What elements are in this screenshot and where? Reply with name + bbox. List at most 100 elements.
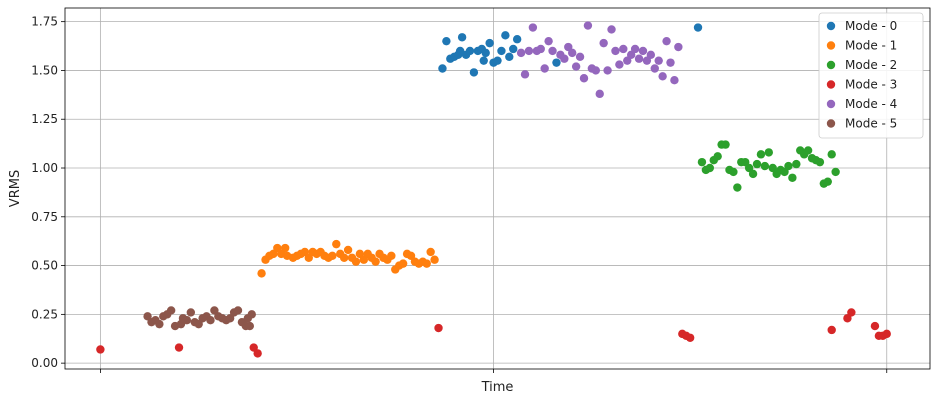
plot-frame bbox=[64, 7, 931, 370]
data-point bbox=[528, 23, 538, 32]
legend-label: Mode - 1 bbox=[845, 39, 897, 53]
x-axis-label: Time bbox=[481, 380, 514, 395]
data-point bbox=[253, 349, 262, 358]
data-point bbox=[638, 46, 648, 56]
data-point bbox=[174, 343, 184, 352]
data-point bbox=[479, 56, 488, 65]
data-point bbox=[512, 35, 522, 44]
data-point bbox=[481, 48, 490, 58]
data-point bbox=[247, 310, 256, 319]
data-point bbox=[823, 177, 832, 186]
data-point bbox=[509, 44, 518, 54]
data-point bbox=[505, 52, 514, 61]
data-point bbox=[434, 323, 443, 333]
data-point bbox=[815, 157, 825, 167]
data-point bbox=[520, 70, 530, 79]
data-point bbox=[155, 319, 164, 329]
data-point bbox=[186, 308, 196, 317]
data-point bbox=[630, 44, 640, 54]
series-mode-2 bbox=[697, 140, 840, 192]
legend-marker bbox=[826, 119, 836, 128]
data-point bbox=[497, 46, 506, 56]
legend-marker bbox=[826, 80, 836, 89]
data-point bbox=[713, 152, 722, 161]
data-point bbox=[516, 48, 526, 58]
legend-marker bbox=[826, 60, 836, 70]
data-point bbox=[733, 183, 742, 192]
data-point bbox=[398, 259, 408, 268]
data-points bbox=[96, 21, 891, 358]
data-point bbox=[328, 251, 337, 261]
legend-marker bbox=[826, 99, 836, 109]
data-point bbox=[748, 169, 758, 179]
data-point bbox=[674, 42, 683, 52]
data-point bbox=[788, 173, 797, 182]
data-point bbox=[206, 316, 215, 325]
data-point bbox=[591, 66, 600, 75]
legend-box bbox=[818, 12, 924, 139]
data-point bbox=[422, 259, 431, 268]
data-point bbox=[430, 255, 439, 264]
legend-label: Mode - 5 bbox=[845, 117, 897, 131]
data-point bbox=[697, 157, 707, 167]
series-mode-5 bbox=[143, 306, 256, 331]
data-point bbox=[571, 62, 581, 71]
legend: Mode - 0 Mode - 1 Mode - 2 Mode - 3 Mode - 4… bbox=[818, 12, 924, 139]
legend-label: Mode - 2 bbox=[845, 58, 897, 72]
data-point bbox=[560, 54, 569, 63]
data-point bbox=[493, 56, 502, 65]
data-point bbox=[233, 306, 243, 315]
y-ticks: 0.00 0.25 0.50 0.75 1.00 1.25 1.50 1.75 bbox=[31, 15, 65, 370]
data-point bbox=[575, 52, 585, 61]
y-tick-label: 0.50 bbox=[31, 259, 58, 273]
series-mode-4 bbox=[516, 21, 683, 99]
y-tick-label: 1.00 bbox=[31, 161, 58, 175]
data-point bbox=[803, 146, 813, 155]
data-point bbox=[540, 64, 549, 73]
data-point bbox=[568, 48, 577, 58]
y-tick-label: 0.00 bbox=[31, 356, 58, 370]
data-point bbox=[595, 89, 604, 99]
data-point bbox=[442, 36, 451, 46]
data-point bbox=[705, 163, 715, 173]
data-point bbox=[831, 167, 840, 177]
y-tick-label: 1.75 bbox=[31, 15, 58, 29]
data-point bbox=[756, 150, 766, 159]
data-point bbox=[603, 66, 612, 75]
data-point bbox=[646, 50, 656, 60]
data-point bbox=[579, 74, 589, 83]
legend-marker bbox=[826, 21, 836, 31]
data-point bbox=[245, 321, 254, 331]
data-point bbox=[583, 21, 593, 30]
y-tick-label: 1.25 bbox=[31, 112, 58, 126]
legend-label: Mode - 4 bbox=[845, 97, 897, 111]
data-point bbox=[469, 68, 479, 77]
data-point bbox=[387, 251, 396, 261]
data-point bbox=[351, 257, 361, 266]
data-point bbox=[524, 46, 534, 56]
data-point bbox=[485, 38, 494, 48]
data-point bbox=[465, 46, 475, 56]
data-point bbox=[371, 257, 380, 266]
data-point bbox=[552, 58, 561, 67]
data-point bbox=[544, 36, 553, 46]
data-point bbox=[685, 333, 695, 342]
data-point bbox=[827, 150, 836, 159]
data-point bbox=[339, 253, 349, 262]
data-point bbox=[658, 72, 667, 81]
data-point bbox=[607, 25, 616, 34]
data-point bbox=[847, 308, 856, 317]
data-point bbox=[257, 269, 266, 278]
data-point bbox=[827, 325, 836, 335]
data-point bbox=[599, 38, 608, 48]
data-point bbox=[882, 329, 891, 339]
y-axis-label: VRMS bbox=[8, 170, 23, 207]
x-ticks bbox=[99, 369, 888, 373]
data-point bbox=[455, 46, 465, 56]
data-point bbox=[666, 58, 675, 67]
legend-label: Mode - 3 bbox=[845, 78, 897, 92]
data-point bbox=[752, 159, 762, 169]
series-mode-1 bbox=[257, 239, 439, 278]
